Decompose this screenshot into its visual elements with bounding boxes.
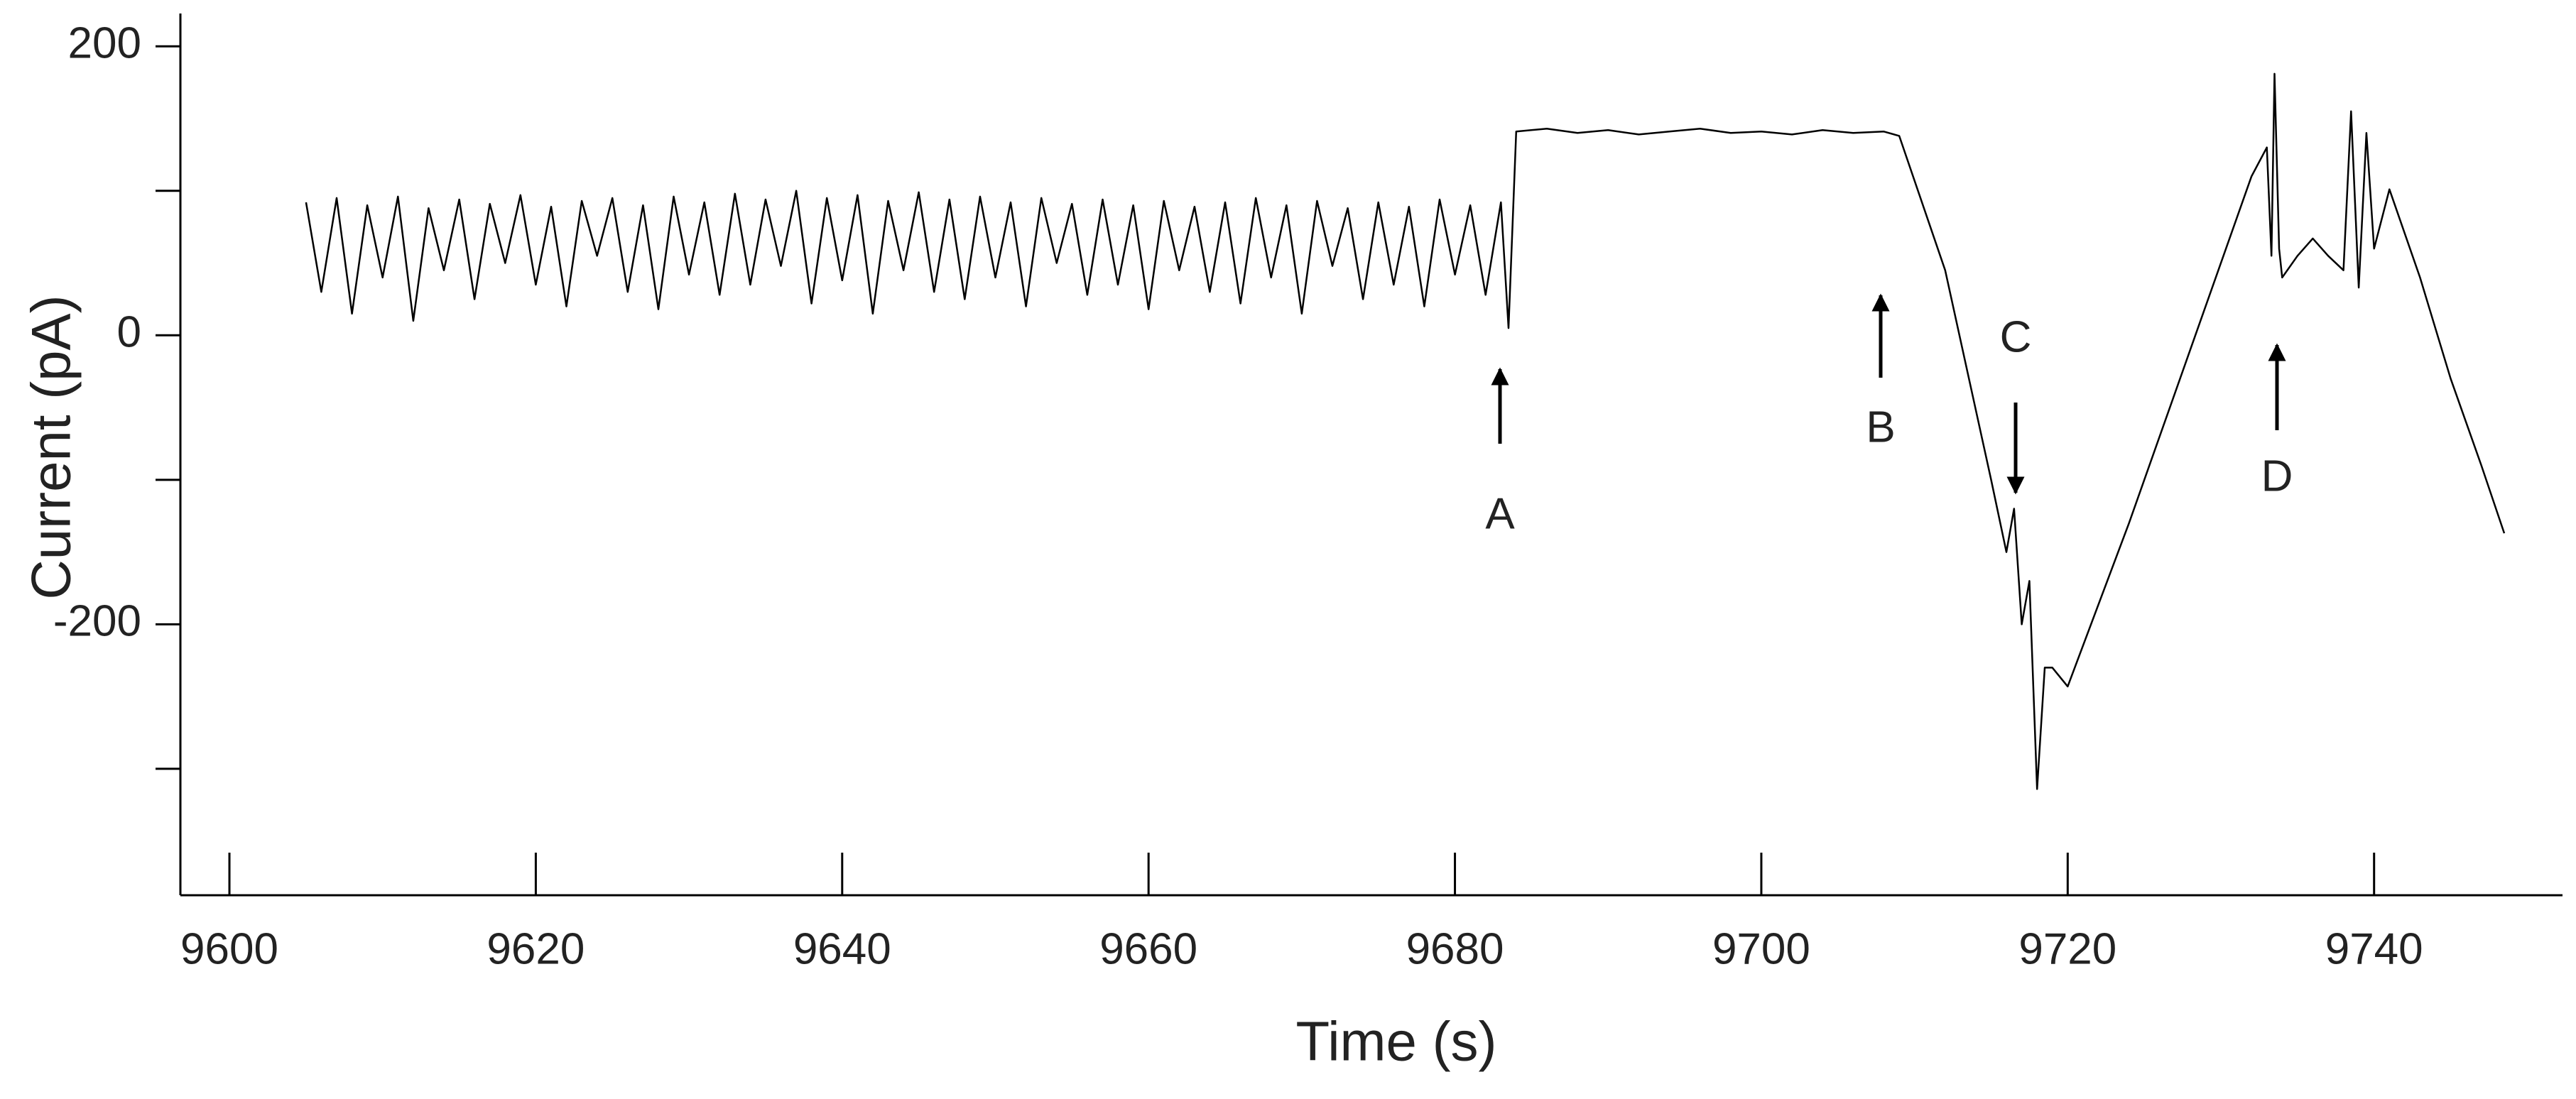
x-tick-label: 9680 bbox=[1406, 924, 1504, 973]
x-axis-title: Time (s) bbox=[1295, 1010, 1496, 1073]
x-tick-label: 9700 bbox=[1712, 924, 1810, 973]
y-tick-label: 200 bbox=[68, 19, 141, 68]
x-tick-label: 9620 bbox=[487, 924, 585, 973]
trace bbox=[305, 72, 2506, 790]
annotation-label: C bbox=[2000, 312, 2032, 361]
x-tick-label: 9740 bbox=[2325, 924, 2423, 973]
y-axis-title: Current (pA) bbox=[20, 295, 82, 599]
x-tick-label: 9660 bbox=[1099, 924, 1197, 973]
x-tick-label: 9640 bbox=[793, 924, 891, 973]
x-tick-label: 9720 bbox=[2018, 924, 2116, 973]
annotation-label: D bbox=[2261, 452, 2293, 501]
annotation-label: B bbox=[1866, 403, 1895, 452]
y-tick-label: -200 bbox=[53, 597, 141, 646]
annotation-label: A bbox=[1485, 489, 1515, 538]
x-tick-label: 9600 bbox=[180, 924, 278, 973]
y-tick-label: 0 bbox=[117, 308, 141, 357]
